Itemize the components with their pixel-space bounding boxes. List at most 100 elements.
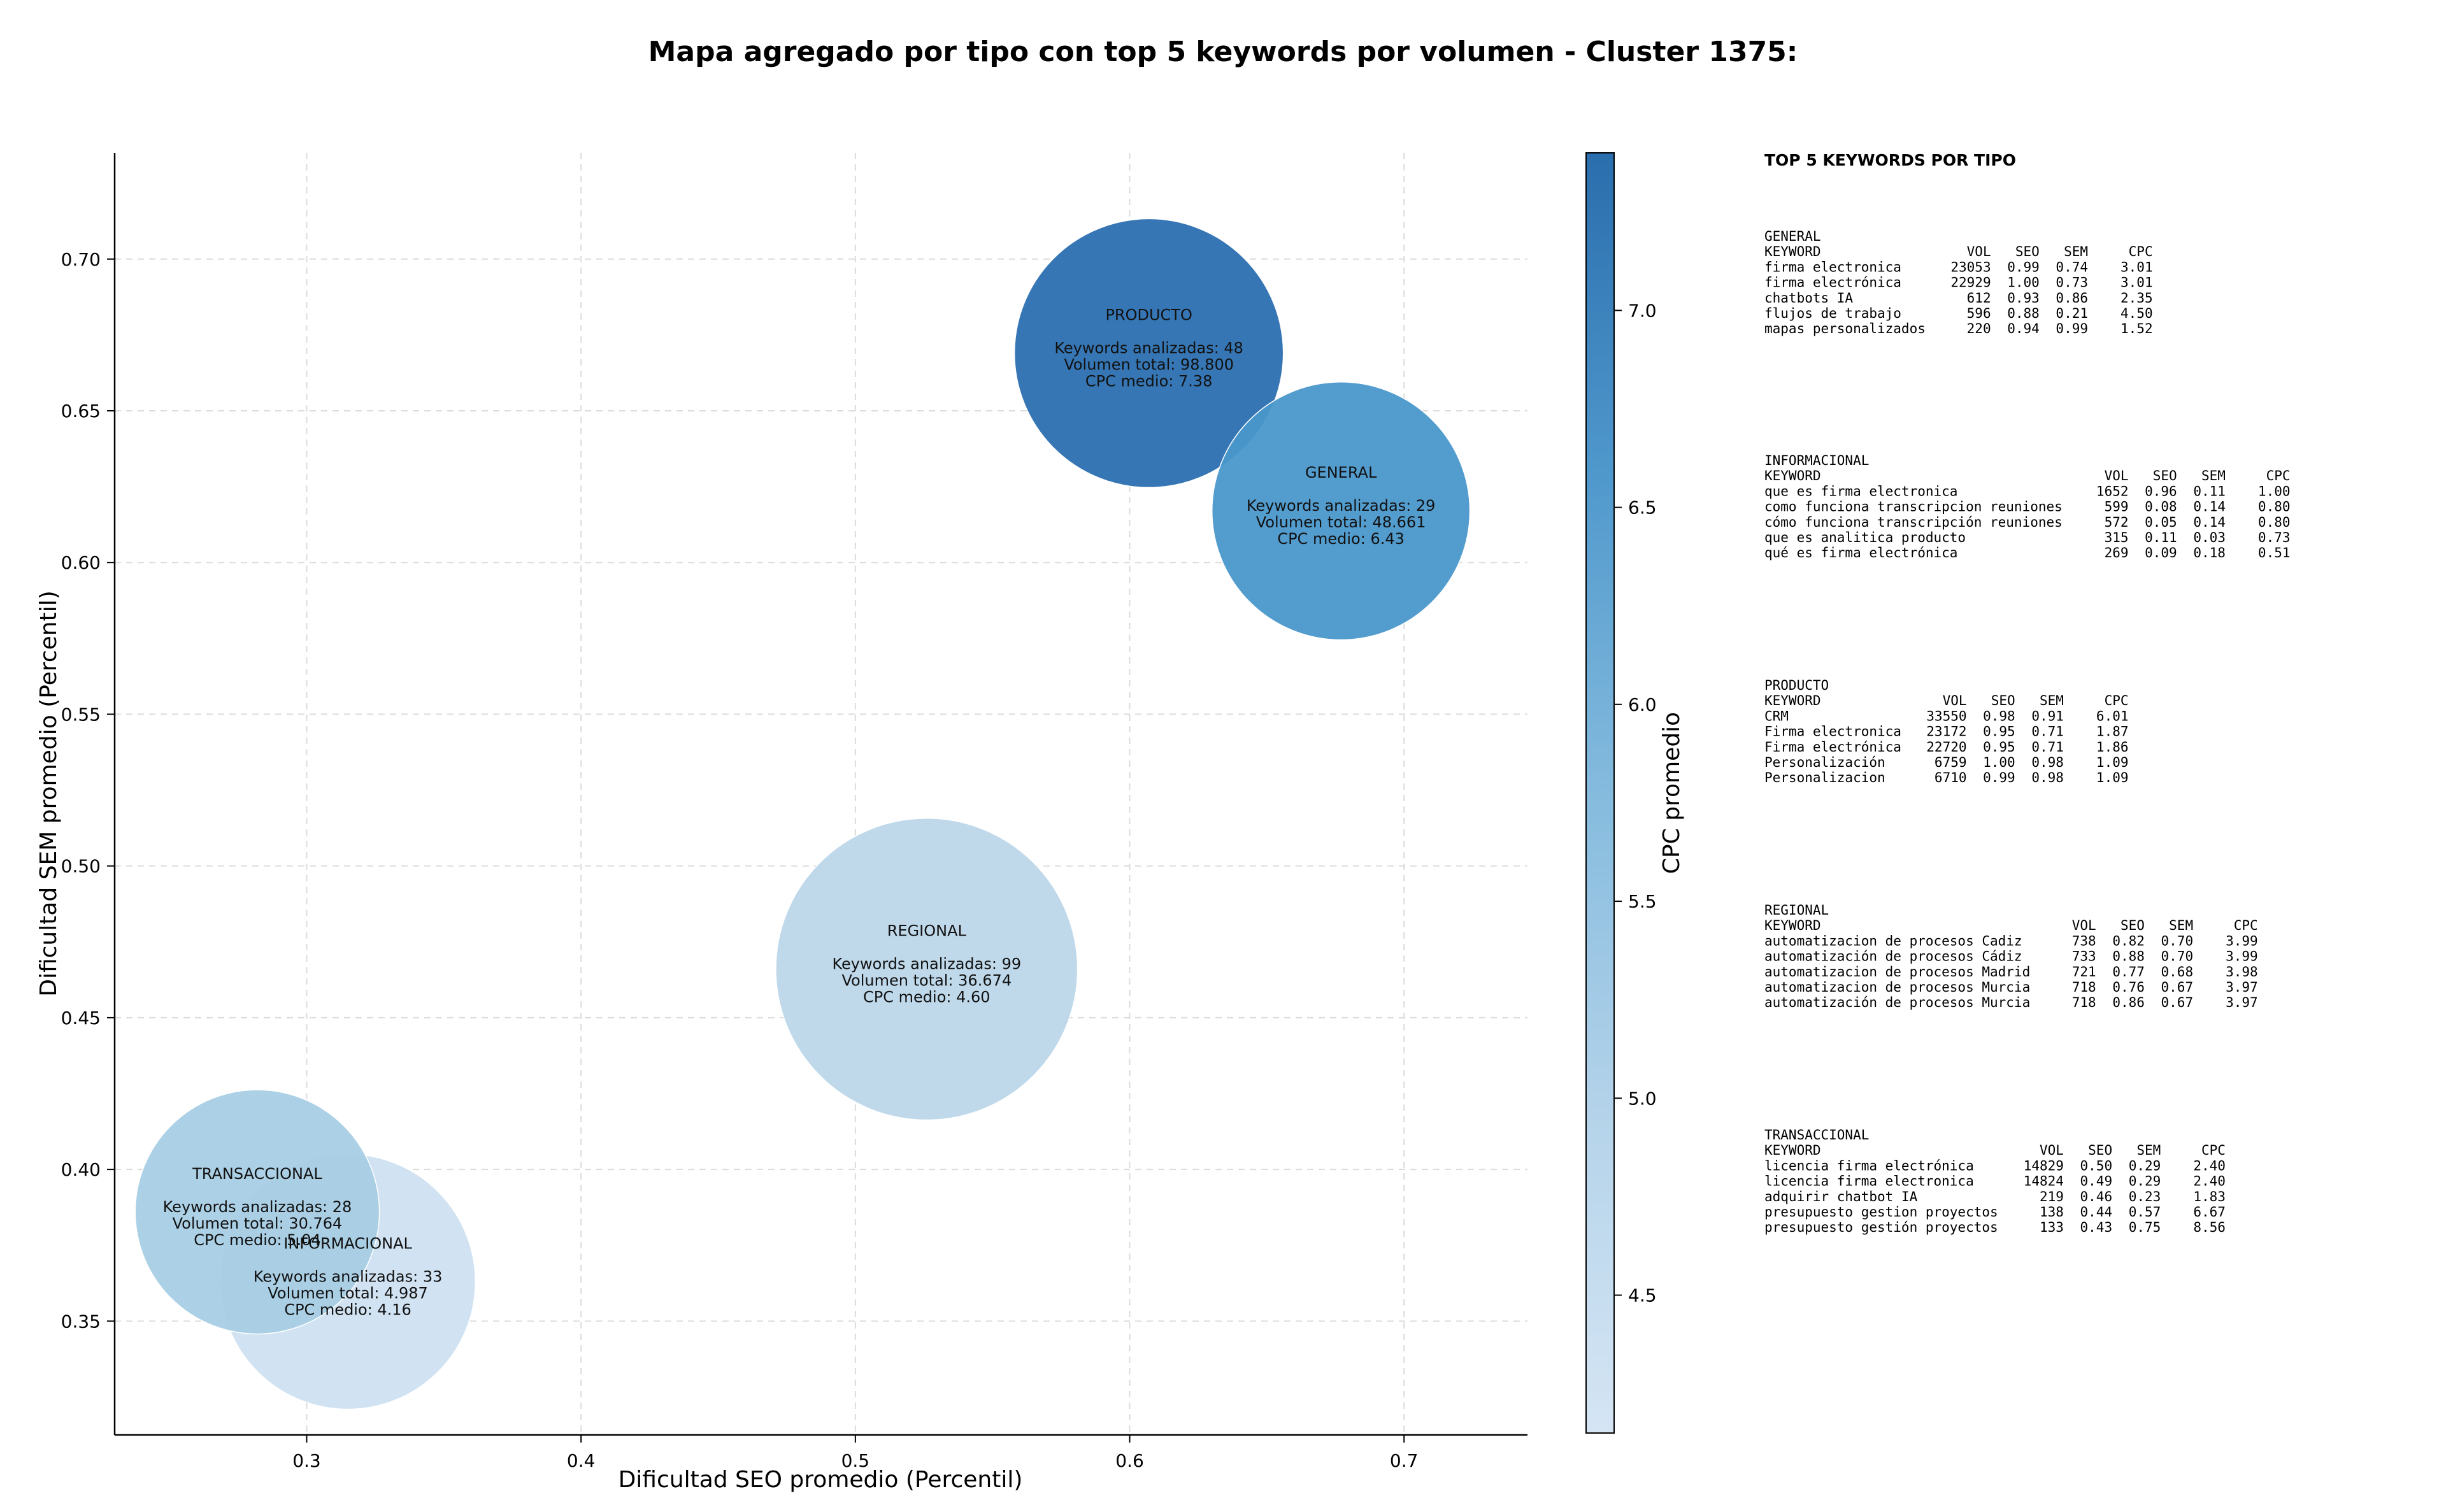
bubble-annotation: Keywords analizadas: 48 xyxy=(1054,339,1243,357)
keyword-cell: 269 xyxy=(2105,545,2129,560)
keyword-cell: 1.09 xyxy=(2096,770,2129,785)
panel-heading: TOP 5 KEYWORDS POR TIPO xyxy=(1764,151,2016,169)
column-header: SEM xyxy=(2201,468,2226,483)
colorbar-tick-label: 7.0 xyxy=(1628,300,1657,321)
keyword-cell: 0.86 xyxy=(2056,290,2088,306)
keyword-cell: 138 xyxy=(2040,1204,2064,1220)
column-header: SEO xyxy=(2015,244,2040,259)
keyword-cell: presupuesto gestión proyectos xyxy=(1764,1220,1998,1235)
bubble-annotation: Volumen total: 36.674 xyxy=(841,972,1012,990)
keyword-cell: 0.71 xyxy=(2031,724,2064,739)
keyword-cell: 3.98 xyxy=(2226,964,2258,980)
keyword-cell: 0.18 xyxy=(2193,545,2226,560)
x-axis-label: Dificultad SEO promedio (Percentil) xyxy=(619,1467,1023,1493)
keyword-cell: 0.11 xyxy=(2145,530,2177,545)
keyword-cell: adquirir chatbot IA xyxy=(1764,1189,1918,1204)
keyword-cell: 6.67 xyxy=(2193,1204,2226,1220)
bubble-producto[interactable] xyxy=(1013,218,1284,489)
keyword-cell: 718 xyxy=(2072,995,2096,1010)
column-header: SEO xyxy=(2088,1143,2112,1158)
keyword-cell: 0.95 xyxy=(1983,724,2015,739)
keyword-cell: 3.99 xyxy=(2226,949,2258,964)
bubble-annotation: Keywords analizadas: 29 xyxy=(1247,497,1436,515)
keyword-cell: 1652 xyxy=(2096,483,2129,499)
keyword-cell: mapas personalizados xyxy=(1764,321,1926,336)
column-header: CPC xyxy=(2234,918,2258,933)
keyword-cell: Personalizacion xyxy=(1764,770,1885,785)
column-header: VOL xyxy=(1967,244,1991,259)
bubble-annotation: Keywords analizadas: 33 xyxy=(254,1267,443,1285)
keyword-cell: 23172 xyxy=(1926,724,1966,739)
bubble-transaccional[interactable] xyxy=(134,1089,380,1335)
keyword-cell: firma electrónica xyxy=(1764,275,1901,290)
bubble-label: REGIONAL xyxy=(887,922,967,940)
bubble-label: PRODUCTO xyxy=(1105,306,1192,324)
keyword-cell: 0.46 xyxy=(2080,1189,2113,1204)
keyword-cell: licencia firma electronica xyxy=(1764,1174,1974,1189)
keyword-cell: que es analitica producto xyxy=(1764,530,1966,545)
keyword-cell: 0.57 xyxy=(2129,1204,2161,1220)
keyword-cell: 0.74 xyxy=(2056,259,2088,275)
keyword-cell: 0.99 xyxy=(2056,321,2088,336)
keyword-cell: 2.40 xyxy=(2193,1174,2226,1189)
keyword-cell: 0.75 xyxy=(2129,1220,2161,1235)
keyword-cell: 14824 xyxy=(2024,1174,2064,1189)
column-header: VOL xyxy=(1943,693,1967,708)
y-tick-label: 0.50 xyxy=(61,856,101,877)
y-tick-label: 0.70 xyxy=(61,249,101,270)
keyword-cell: 0.09 xyxy=(2145,545,2177,560)
keyword-cell: 0.94 xyxy=(2007,321,2040,336)
keyword-cell: 8.56 xyxy=(2193,1220,2226,1235)
keyword-cell: automatización de procesos Murcia xyxy=(1764,995,2030,1010)
x-tick-label: 0.7 xyxy=(1390,1450,1419,1471)
keyword-cell: 3.99 xyxy=(2226,933,2258,948)
column-header: SEO xyxy=(2153,468,2177,483)
keyword-cell: 0.82 xyxy=(2112,933,2145,948)
keyword-cell: 14829 xyxy=(2024,1158,2064,1173)
bubble-annotation: CPC medio: 5.04 xyxy=(194,1231,321,1249)
keyword-cell: automatización de procesos Cádiz xyxy=(1764,949,2022,964)
keyword-cell: 0.99 xyxy=(2007,259,2040,275)
keyword-cell: 0.73 xyxy=(2258,530,2291,545)
keyword-cell: 0.29 xyxy=(2129,1174,2161,1189)
bubble-annotation: Volumen total: 48.661 xyxy=(1256,513,1426,531)
keyword-cell: automatizacion de procesos Murcia xyxy=(1764,980,2030,995)
keyword-cell: 3.01 xyxy=(2121,259,2153,275)
keyword-cell: 0.67 xyxy=(2161,995,2194,1010)
y-tick-label: 0.55 xyxy=(61,704,101,725)
keyword-cell: 0.98 xyxy=(2031,770,2064,785)
bubble-regional[interactable] xyxy=(775,818,1078,1121)
keyword-cell: 738 xyxy=(2072,933,2096,948)
keyword-cell: 1.00 xyxy=(1983,755,2015,770)
keyword-cell: 0.98 xyxy=(2031,755,2064,770)
keyword-cell: 2.35 xyxy=(2121,290,2153,306)
colorbar-tick-label: 6.0 xyxy=(1628,694,1657,715)
keyword-cell: Firma electrónica xyxy=(1764,739,1901,755)
keyword-cell: chatbots IA xyxy=(1764,290,1853,306)
keyword-cell: 0.88 xyxy=(2112,949,2145,964)
bubble-annotation: Keywords analizadas: 99 xyxy=(833,955,1022,973)
column-header: SEM xyxy=(2064,244,2088,259)
column-header: VOL xyxy=(2040,1143,2064,1158)
keyword-cell: 0.14 xyxy=(2193,515,2226,530)
keyword-cell: 3.01 xyxy=(2121,275,2153,290)
keyword-cell: 0.29 xyxy=(2129,1158,2161,1173)
keyword-cell: que es firma electronica xyxy=(1764,483,1957,499)
keyword-cell: 0.51 xyxy=(2258,545,2291,560)
keyword-cell: 0.23 xyxy=(2129,1189,2161,1204)
bubble-general[interactable] xyxy=(1211,382,1471,641)
bubble-annotation: CPC medio: 4.60 xyxy=(863,988,991,1006)
keyword-cell: 612 xyxy=(1967,290,1991,306)
bubble-annotation: CPC medio: 7.38 xyxy=(1085,372,1213,390)
column-header: CPC xyxy=(2266,468,2291,483)
column-header: KEYWORD xyxy=(1764,918,1821,933)
colorbar-tick-label: 5.5 xyxy=(1628,891,1657,912)
chart-title: Mapa agregado por tipo con top 5 keyword… xyxy=(648,36,1798,68)
keyword-cell: 1.00 xyxy=(2007,275,2040,290)
keyword-cell: 0.88 xyxy=(2007,306,2040,321)
keyword-cell: 0.43 xyxy=(2080,1220,2113,1235)
column-header: CPC xyxy=(2105,693,2129,708)
keyword-cell: 0.14 xyxy=(2193,499,2226,515)
